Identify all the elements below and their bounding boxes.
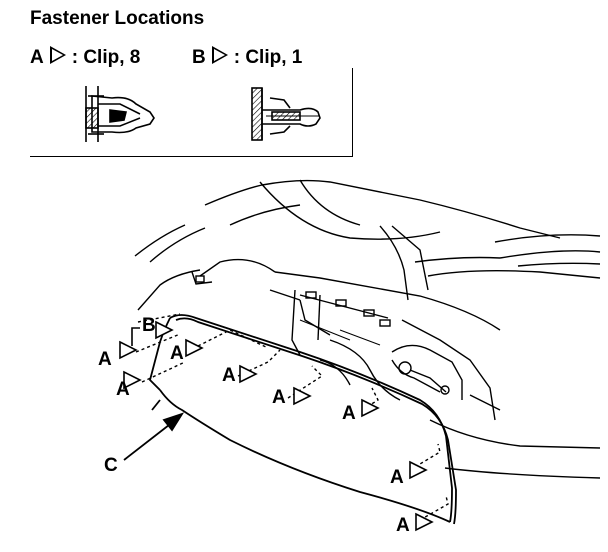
clip-detail-box: [30, 68, 353, 157]
callout-a: A: [342, 403, 356, 424]
legend-desc-a: : Clip, 8: [71, 47, 141, 68]
clip-a-detail-icon: [85, 86, 155, 142]
callout-a: A: [170, 343, 184, 364]
triangle-marker-icon: [211, 46, 228, 64]
triangle-marker-icon: [119, 340, 138, 360]
triangle-marker-icon: [155, 320, 174, 340]
legend-letter-b: B: [192, 47, 206, 68]
legend-item-a: A : Clip, 8: [30, 46, 140, 69]
triangle-marker-icon: [239, 364, 258, 384]
callout-a: A: [272, 387, 286, 408]
triangle-marker-icon: [293, 386, 312, 406]
callout-a: A: [98, 349, 112, 370]
triangle-marker-icon: [361, 398, 380, 418]
legend-desc-b: : Clip, 1: [233, 47, 303, 68]
callout-a: A: [116, 379, 130, 400]
legend-item-b: B : Clip, 1: [192, 46, 302, 69]
clip-markers: [119, 320, 434, 532]
diagram-title: Fastener Locations: [30, 8, 205, 29]
legend-letter-a: A: [30, 47, 44, 68]
triangle-marker-icon: [415, 512, 434, 532]
triangle-marker-icon: [185, 338, 204, 358]
callout-b: B: [142, 315, 156, 336]
dashboard-outline: [134, 179, 601, 479]
callout-c-arrow: [123, 412, 185, 461]
callout-a: A: [390, 467, 404, 488]
triangle-marker-icon: [49, 46, 66, 64]
clip-b-detail-icon: [251, 87, 321, 141]
callout-b-bracket: [131, 327, 140, 346]
triangle-marker-icon: [123, 370, 142, 390]
callout-a: A: [396, 515, 410, 536]
callout-a: A: [222, 365, 236, 386]
callout-c: C: [104, 455, 118, 476]
triangle-marker-icon: [409, 460, 428, 480]
